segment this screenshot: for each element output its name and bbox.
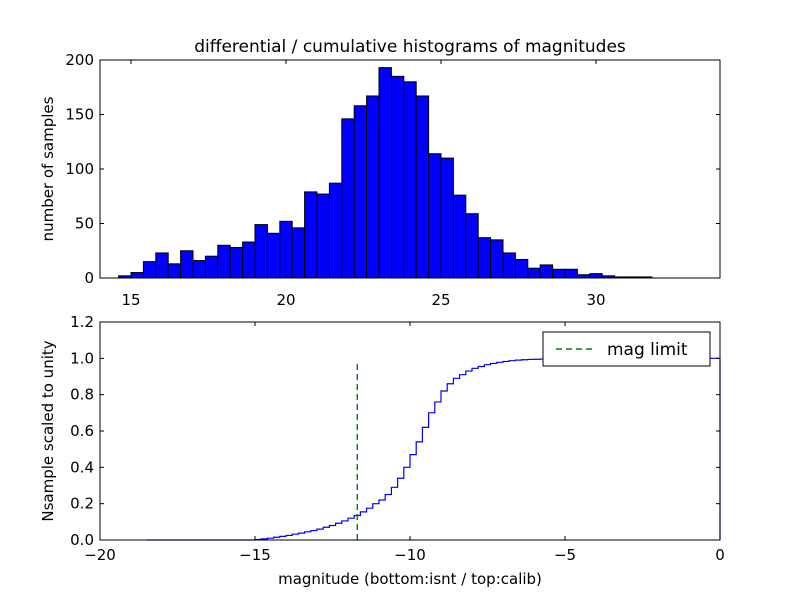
top-y-tick-label: 50 <box>75 215 94 233</box>
histogram-bar <box>341 118 355 279</box>
top-axis-ticks: 15 20 25 30 0 50 100 150 200 <box>65 51 720 309</box>
bottom-axis-ticks: −20 −15 −10 −5 0 0.0 0.2 0.4 0.6 0.8 1.0 1.2 <box>70 313 725 564</box>
bottom-y-tick-label: 1.2 <box>70 313 94 331</box>
bottom-x-tick-label: −15 <box>239 546 271 564</box>
top-histogram-panel: 15 20 25 30 0 50 100 150 200 number of samples <box>39 51 721 309</box>
top-axes-frame <box>99 59 721 279</box>
top-x-tick-label: 25 <box>431 291 450 309</box>
top-x-tick-label: 15 <box>121 291 140 309</box>
histogram-bar <box>242 241 256 279</box>
histogram-bar <box>415 95 430 279</box>
histogram-bar <box>452 194 467 279</box>
legend: mag limit <box>542 331 711 367</box>
legend-label-mag-limit: mag limit <box>607 340 688 360</box>
histogram-bar <box>279 220 293 279</box>
top-ylabel: number of samples <box>39 96 57 241</box>
histogram-bar <box>366 95 380 279</box>
top-y-tick-label: 200 <box>65 51 94 69</box>
bottom-y-tick-label: 0.2 <box>70 495 94 513</box>
histogram-bar <box>403 81 417 279</box>
histogram-bar <box>130 272 144 279</box>
histogram-bar <box>428 153 442 279</box>
histogram-bar <box>217 244 231 279</box>
bottom-x-tick-label: −5 <box>554 546 576 564</box>
chart-title: differential / cumulative histograms of … <box>194 37 626 57</box>
histogram-bar <box>514 258 529 279</box>
histogram-bar <box>180 250 194 279</box>
bottom-cumulative-panel: −20 −15 −10 −5 0 0.0 0.2 0.4 0.6 0.8 1.0 1.2 mag li… <box>39 313 725 588</box>
histogram-bar <box>229 246 244 279</box>
top-x-tick-label: 30 <box>586 291 605 309</box>
histogram-bar <box>304 191 318 279</box>
histogram-bar <box>390 75 405 279</box>
histogram-bar <box>552 268 566 279</box>
top-y-tick-label: 0 <box>84 269 94 287</box>
histogram-bar <box>564 268 578 279</box>
histogram-bar <box>316 193 330 279</box>
histogram-bar <box>328 182 343 279</box>
histogram-bar <box>204 255 219 279</box>
top-histogram-bars <box>118 67 653 279</box>
top-y-tick-label: 100 <box>65 160 94 178</box>
bottom-xlabel: magnitude (bottom:isnt / top:calib) <box>278 570 542 588</box>
bottom-x-tick-label: −20 <box>84 546 116 564</box>
bottom-y-tick-label: 1.0 <box>70 349 94 367</box>
histogram-bar <box>490 239 504 279</box>
bottom-x-tick-label: −10 <box>394 546 426 564</box>
bottom-y-tick-label: 0.8 <box>70 386 94 404</box>
histogram-bar <box>378 67 392 279</box>
histogram-bar <box>502 252 516 279</box>
cumulative-step-line <box>146 357 721 541</box>
bottom-ylabel: Nsample scaled to unity <box>39 340 57 521</box>
histogram-bar <box>266 232 281 279</box>
histogram-bar <box>527 267 541 279</box>
bottom-y-tick-label: 0.6 <box>70 422 94 440</box>
bottom-axes-frame <box>99 321 721 541</box>
histogram-bar <box>440 157 454 279</box>
bottom-y-tick-label: 0.0 <box>70 531 94 549</box>
histogram-bar <box>477 237 492 279</box>
histogram-bar <box>291 227 306 279</box>
bottom-x-tick-label: 0 <box>715 546 725 564</box>
histogram-bar <box>539 264 554 279</box>
bottom-y-tick-label: 0.4 <box>70 458 94 476</box>
top-y-tick-label: 150 <box>65 106 94 124</box>
histogram-bar <box>167 263 182 279</box>
histogram-bar <box>192 260 206 279</box>
histogram-bar <box>155 252 169 279</box>
histogram-bar <box>254 224 268 279</box>
histogram-bar <box>353 105 368 279</box>
histogram-bar <box>465 213 479 279</box>
histogram-bar <box>142 261 157 279</box>
top-x-tick-label: 20 <box>276 291 295 309</box>
